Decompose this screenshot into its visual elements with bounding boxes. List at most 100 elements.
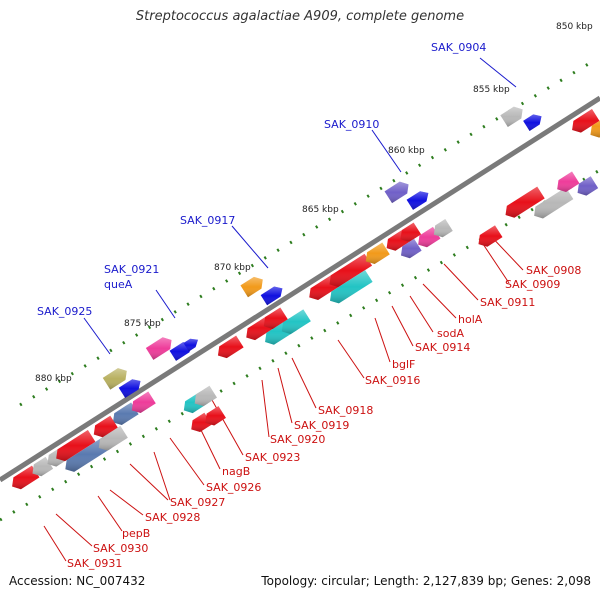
label-sak0928[interactable]: SAK_0928 <box>145 511 201 524</box>
leader-line <box>97 495 123 532</box>
leader-line <box>169 437 205 486</box>
map-title: Streptococcus agalactiae A909, complete … <box>135 9 465 24</box>
leader-line <box>261 379 270 438</box>
label-sak0931[interactable]: SAK_0931 <box>67 557 123 570</box>
feature-lower-33-shade[interactable] <box>590 115 600 138</box>
label-sak0908[interactable]: SAK_0908 <box>526 264 582 277</box>
label-sak0911[interactable]: SAK_0911 <box>480 296 536 309</box>
feature-upper-10-shade[interactable] <box>523 114 542 131</box>
accession-label: Accession: <box>9 574 73 588</box>
lower-dotted-track <box>0 168 600 522</box>
leader-line <box>374 317 391 363</box>
leader-line <box>109 489 144 516</box>
label-sak0925[interactable]: SAK_0925 <box>37 305 93 318</box>
kbp-mark-850: 850 kbp <box>556 22 593 32</box>
kbp-mark-855: 855 kbp <box>473 85 510 95</box>
label-sak0923[interactable]: SAK_0923 <box>245 451 301 464</box>
label-sak0920[interactable]: SAK_0920 <box>270 433 326 446</box>
feature-lower-32-shade[interactable] <box>572 109 600 133</box>
leader-line <box>83 317 111 355</box>
feature-lower-0-shade[interactable] <box>12 465 40 490</box>
leader-line <box>129 463 169 501</box>
topology-value: circular <box>321 574 366 588</box>
feature-lower-13-shade[interactable] <box>217 335 244 359</box>
leader-line <box>482 243 510 284</box>
kbp-mark-860: 860 kbp <box>388 146 425 156</box>
label-bglf[interactable]: bglF <box>392 358 416 371</box>
label-sak0917[interactable]: SAK_0917 <box>180 214 236 227</box>
feature-lower-26-shade[interactable] <box>433 219 453 238</box>
feature-lower-4-shade[interactable] <box>98 425 128 451</box>
kbp-mark-870: 870 kbp <box>214 263 251 273</box>
feature-upper-2-shade[interactable] <box>145 337 172 360</box>
kbp-mark-875: 875 kbp <box>124 319 161 329</box>
feature-upper-1-shade[interactable] <box>118 379 141 398</box>
feature-lower-10-shade[interactable] <box>194 385 217 407</box>
label-sak0930[interactable]: SAK_0930 <box>93 542 149 555</box>
feature-leaders <box>43 57 524 562</box>
leader-line <box>43 525 67 562</box>
label-sak0910[interactable]: SAK_0910 <box>324 118 380 131</box>
feature-lower-23-shade[interactable] <box>400 222 422 242</box>
feature-lower-28-shade[interactable] <box>505 186 545 218</box>
feature-upper-0-shade[interactable] <box>102 368 127 390</box>
leader-line <box>199 427 221 470</box>
label-quea[interactable]: queA <box>104 278 133 291</box>
leader-line <box>231 225 269 269</box>
feature-lower-17-shade[interactable] <box>263 307 288 329</box>
feature-lower-12-shade[interactable] <box>205 406 226 426</box>
kbp-mark-880: 880 kbp <box>35 374 72 384</box>
label-sak0904[interactable]: SAK_0904 <box>431 41 487 54</box>
feature-upper-9-shade[interactable] <box>500 106 523 128</box>
feature-lower-24-shade[interactable] <box>400 238 422 259</box>
feature-lower-8-shade[interactable] <box>93 415 118 438</box>
feature-lower-27-shade[interactable] <box>478 225 503 247</box>
label-sak0909[interactable]: SAK_0909 <box>505 278 561 291</box>
feature-lower-16-shade[interactable] <box>281 309 311 335</box>
leader-line <box>337 339 365 379</box>
feature-upper-8-shade[interactable] <box>406 191 429 210</box>
feature-lower-29-shade[interactable] <box>534 187 574 219</box>
label-sak0927[interactable]: SAK_0927 <box>170 496 226 509</box>
label-sak0918[interactable]: SAK_0918 <box>318 404 374 417</box>
leader-line <box>291 357 317 409</box>
leader-line <box>422 283 457 319</box>
accession-value: NC_007432 <box>76 574 146 588</box>
feature-lower-21-shade[interactable] <box>330 270 373 304</box>
label-sak0921[interactable]: SAK_0921 <box>104 263 160 276</box>
feature-lower-6-shade[interactable] <box>131 391 156 414</box>
label-sak0919[interactable]: SAK_0919 <box>294 419 350 432</box>
leader-line <box>371 129 402 173</box>
genome-summary: Topology: circular; Length: 2,127,839 bp… <box>261 574 591 588</box>
feature-upper-4-shade[interactable] <box>183 338 198 352</box>
leader-line <box>409 295 434 333</box>
leader-line <box>277 367 293 424</box>
feature-lower-20-shade[interactable] <box>365 242 390 265</box>
leader-line <box>155 289 176 319</box>
label-soda[interactable]: sodA <box>437 327 464 340</box>
genes-label: Genes: <box>510 574 553 588</box>
leader-line <box>443 263 479 301</box>
length-label: Length: <box>373 574 420 588</box>
label-nagb[interactable]: nagB <box>222 465 251 478</box>
accession-info: Accession: NC_007432 <box>9 574 145 588</box>
feature-upper-7-shade[interactable] <box>384 181 409 204</box>
label-sak0926[interactable]: SAK_0926 <box>206 481 262 494</box>
kbp-mark-865: 865 kbp <box>302 205 339 215</box>
genes-value: 2,098 <box>556 574 591 588</box>
feature-upper-6-shade[interactable] <box>260 286 283 306</box>
leader-line <box>55 513 93 547</box>
leader-line <box>479 57 517 88</box>
leader-line <box>153 451 171 501</box>
feature-lower-7-shade[interactable] <box>56 429 96 462</box>
label-hola[interactable]: holA <box>458 313 483 326</box>
feature-lower-19-shade[interactable] <box>329 253 373 288</box>
feature-lower-31-shade[interactable] <box>577 176 599 196</box>
label-pepb[interactable]: pepB <box>122 527 151 540</box>
length-value: 2,127,839 bp <box>422 574 503 588</box>
feature-upper-5-shade[interactable] <box>240 276 263 298</box>
label-sak0914[interactable]: SAK_0914 <box>415 341 471 354</box>
feature-lower-30-shade[interactable] <box>557 171 580 192</box>
label-sak0916[interactable]: SAK_0916 <box>365 374 421 387</box>
